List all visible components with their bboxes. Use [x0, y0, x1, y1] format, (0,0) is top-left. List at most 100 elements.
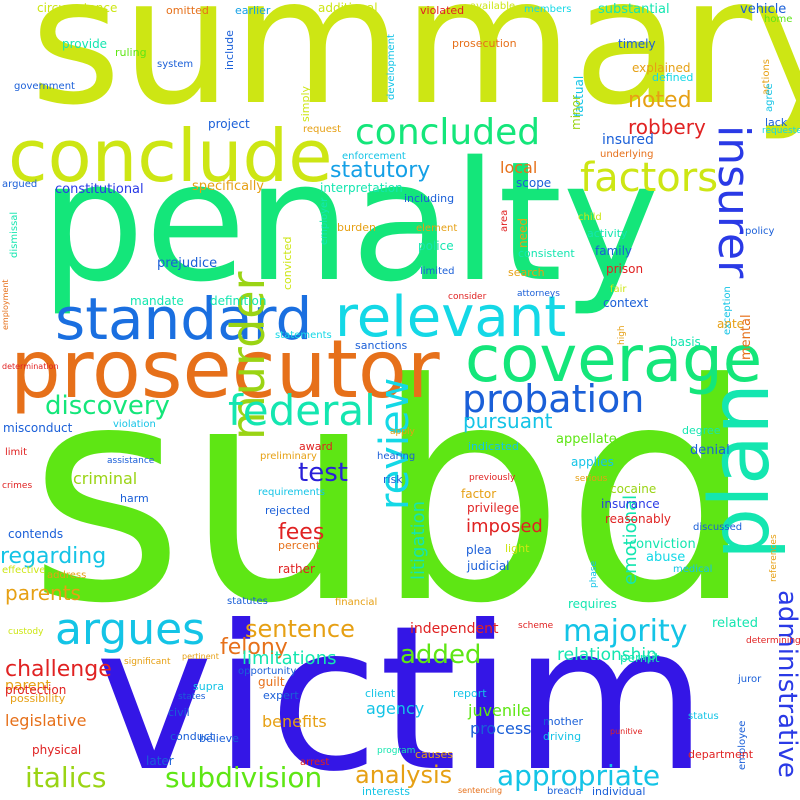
small-word: determining: [746, 636, 800, 646]
word-sentence: sentence: [245, 615, 355, 643]
small-word: privilege: [467, 501, 520, 515]
small-word: interpretation: [320, 181, 403, 195]
small-word: client: [365, 687, 396, 700]
word-conclude: conclude: [8, 114, 333, 198]
small-word: preliminary: [260, 451, 317, 462]
small-word: violated: [420, 4, 465, 17]
small-word: constitutional: [55, 182, 144, 197]
small-word: rejected: [265, 504, 310, 517]
small-word: members: [524, 4, 572, 15]
small-word: punitive: [610, 727, 643, 736]
word-local: local: [500, 158, 538, 177]
small-word: context: [603, 296, 649, 310]
small-word: risk: [383, 473, 403, 486]
small-word: need: [516, 218, 530, 248]
small-word: requirements: [258, 487, 325, 498]
small-word: believe: [199, 732, 239, 745]
small-word: percent: [278, 539, 321, 552]
small-word: scheme: [518, 621, 554, 631]
small-word: definition: [210, 294, 267, 308]
small-word: applies: [571, 455, 614, 469]
small-word: plea: [466, 543, 492, 557]
word-statutory: statutory: [330, 158, 431, 183]
small-word: mandate: [130, 294, 184, 308]
word-robbery: robbery: [628, 115, 706, 139]
word-test: test: [298, 458, 348, 488]
word-felony: felony: [220, 635, 288, 660]
small-word: individual: [592, 785, 646, 798]
small-word: policy: [745, 226, 775, 237]
small-word: references: [769, 534, 779, 582]
small-word: hearing: [377, 451, 416, 462]
small-word: causes: [415, 748, 453, 761]
word-process: process: [470, 719, 532, 738]
word-italics: italics: [25, 761, 107, 794]
small-word: requires: [568, 597, 617, 611]
small-word: limit: [5, 447, 27, 458]
small-word: report: [453, 687, 487, 700]
small-word: mental: [739, 314, 754, 360]
small-word: consider: [448, 292, 487, 302]
word-prosecutor: prosecutor: [10, 323, 440, 416]
small-word: reasonably: [605, 512, 672, 526]
small-word: denial: [690, 443, 730, 458]
small-word: parent: [5, 678, 51, 694]
word-review: review: [372, 377, 418, 510]
small-word: limited: [420, 266, 455, 277]
word-imposed: imposed: [466, 516, 543, 537]
word-parents: parents: [5, 581, 81, 605]
small-word: light: [505, 542, 530, 555]
small-word: search: [508, 266, 545, 279]
word-legislative: legislative: [5, 711, 87, 730]
small-word: cocaine: [610, 482, 657, 496]
word-appropriate: appropriate: [497, 759, 661, 792]
small-word: driving: [543, 730, 582, 743]
word-concluded: concluded: [355, 112, 541, 153]
small-word: previously: [469, 473, 516, 483]
small-word: home: [764, 14, 793, 25]
word-insured: insured: [602, 132, 654, 148]
small-word: basis: [670, 335, 701, 349]
small-word: simply: [299, 85, 312, 122]
small-word: circumstance: [37, 1, 118, 15]
word-probation: probation: [462, 377, 645, 421]
small-word: available: [470, 1, 516, 12]
small-word: prison: [606, 262, 644, 276]
word-coverage: coverage: [465, 323, 763, 397]
small-word: pertinent: [182, 652, 219, 661]
small-word: civil: [168, 706, 190, 719]
small-word: juror: [738, 674, 762, 685]
small-word: phase: [589, 560, 599, 588]
small-word: scope: [516, 176, 552, 190]
word-limitations: limitations: [242, 648, 337, 669]
small-word: status: [688, 711, 719, 722]
word-federal: federal: [228, 386, 376, 435]
word-fees: fees: [278, 520, 325, 545]
word-added: added: [400, 640, 482, 670]
small-word: vehicle: [740, 2, 787, 17]
small-word: address: [47, 570, 87, 581]
small-word: contends: [8, 527, 64, 541]
small-word: effective: [2, 565, 46, 576]
small-word: explained: [632, 61, 691, 75]
small-word: provide: [62, 37, 108, 51]
small-word: mother: [543, 715, 584, 728]
word-agency: agency: [366, 699, 425, 718]
small-word: statutes: [227, 596, 268, 607]
small-word: arrest: [300, 757, 330, 768]
small-word: system: [157, 59, 194, 70]
small-word: custody: [8, 627, 44, 637]
small-word: apply: [390, 427, 415, 437]
word-criminal: criminal: [73, 469, 138, 488]
small-word: sentencing: [458, 786, 503, 795]
small-word: physical: [32, 743, 82, 757]
small-word: specifically: [192, 179, 265, 194]
small-word: agree: [764, 83, 775, 112]
small-word: program: [377, 746, 416, 756]
small-word: include: [223, 30, 236, 70]
small-word: judicial: [467, 559, 510, 573]
small-word: permit: [620, 651, 660, 665]
small-word: breach: [547, 786, 582, 797]
small-word: requested: [762, 126, 800, 136]
